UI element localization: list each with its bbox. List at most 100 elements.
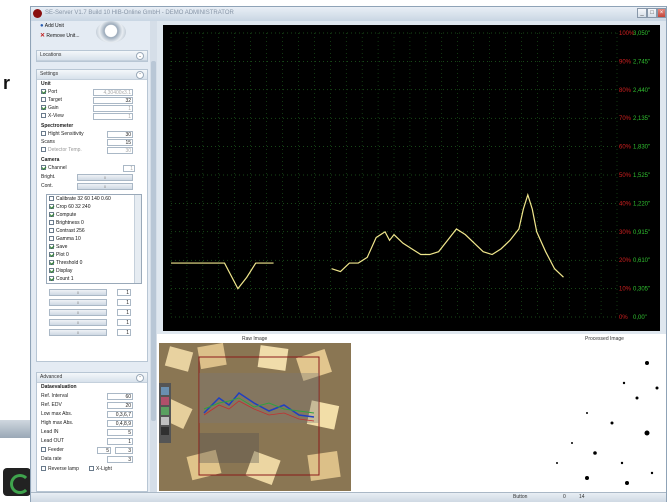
data-rate-field[interactable]: 3 [107,456,133,463]
axis-percent-label: 60% [619,145,632,151]
slider-value-5[interactable]: 1 [117,329,131,336]
list-item[interactable]: Threshold 0 [49,260,82,267]
list-item-label: Gamma 10 [56,236,81,242]
cont-slider[interactable]: 0 [77,183,133,190]
target-label: Target [48,97,62,103]
xview-field[interactable]: 1 [93,113,133,120]
collapse-icon[interactable]: ⌃ [136,374,144,382]
camera-command-list[interactable]: Calibrate 32 60 140 0.60 Crop 60 32 240 … [46,194,142,284]
processed-image-title: Processed Image [585,336,624,342]
ref-edv-field[interactable]: 20 [107,402,133,409]
axis-value-label: 1,525" [633,173,650,179]
axis-percent-label: 30% [619,230,632,236]
locations-header[interactable]: Locations ⌄ [37,51,147,61]
channel-field[interactable]: 1 [123,165,135,172]
detector-temp-field[interactable]: 30 [107,147,133,154]
axis-percent-label: 50% [619,173,632,179]
high-sensitivity-field[interactable]: 30 [107,131,133,138]
high-max-abs-label: High max Abs. [41,420,74,426]
list-item-label: Threshold 0 [56,260,83,266]
xview-checkbox[interactable]: X-View [41,113,64,120]
list-item[interactable]: Calibrate 32 60 140 0.60 [49,196,111,203]
remove-unit-link[interactable]: ✕ Remove Unit... [40,32,80,39]
advanced-panel: Advanced ⌃ Dataevaluation Ref. Interval 6… [36,372,148,492]
low-max-abs-label: Low max Abs. [41,411,73,417]
slider-3[interactable]: 0 [49,309,107,316]
lead-out-field[interactable]: 1 [107,438,133,445]
axis-percent-label: 0% [619,315,628,321]
list-item[interactable]: Brightness 0 [49,220,84,227]
expand-icon[interactable]: ⌄ [136,52,144,60]
high-max-abs-field[interactable]: 0,4,8,9 [107,420,133,427]
target-field[interactable]: 32 [93,97,133,104]
slider-2[interactable]: 0 [49,299,107,306]
feeder-field[interactable]: 5 [97,447,111,454]
target-checkbox[interactable]: Target [41,97,62,104]
add-unit-link[interactable]: ● Add Unit [40,23,64,29]
ref-interval-field[interactable]: 60 [107,393,133,400]
raw-image [159,343,351,491]
list-item-label: Contrast 256 [56,228,85,234]
low-max-abs-field[interactable]: 0,3,6,7 [107,411,133,418]
scans-field[interactable]: 15 [107,139,133,146]
checkbox-icon [49,204,54,210]
feeder-label: Feeder [48,447,64,453]
close-button[interactable]: × [657,8,666,18]
scrollbar-thumb[interactable] [151,61,156,421]
minimize-button[interactable]: _ [637,8,647,18]
camera-section-title: Camera [41,157,60,163]
xlight-checkbox[interactable]: X-Light [89,466,112,473]
checkbox-icon [49,268,54,274]
ref-interval-label: Ref. Interval [41,393,68,399]
axis-value-label: 0,00" [633,315,647,321]
lead-in-field[interactable]: 5 [107,429,133,436]
locations-panel[interactable]: Locations ⌄ [36,50,148,62]
reverse-lamp-checkbox[interactable]: Reverse lamp [41,466,79,473]
slider-value-3[interactable]: 1 [117,309,131,316]
channel-checkbox[interactable]: Channel [41,165,67,172]
gain-field[interactable]: 1 [93,105,133,112]
slider-value-1[interactable]: 1 [117,289,131,296]
feeder-checkbox[interactable]: Feeder [41,447,64,454]
sidebar-scrollbar[interactable] [150,21,157,496]
list-item[interactable]: Display [49,268,72,275]
list-item[interactable]: Compute [49,212,76,219]
port-field[interactable]: 4,30400x3.1 [93,89,133,96]
list-item[interactable]: Plot 0 [49,252,69,259]
spectrum-line [331,192,564,278]
list-item[interactable]: Gamma 10 [49,236,81,243]
checkbox-icon [41,131,46,137]
detector-temp-checkbox[interactable]: Detector Temp. [41,147,82,154]
spectrum-line [171,262,274,290]
axis-value-label: 0,915" [633,230,650,236]
slider-4[interactable]: 0 [49,319,107,326]
list-item[interactable]: Save [49,244,67,251]
gain-checkbox[interactable]: Gain [41,105,59,112]
list-item[interactable]: Crop 60 32 240 [49,204,90,211]
settings-header[interactable]: Settings ⌃ [37,70,147,80]
axis-value-label: 1,220" [633,201,650,207]
list-item[interactable]: Count 1 [49,276,74,283]
bright-slider[interactable]: 0 [77,174,133,181]
slider-value-2[interactable]: 1 [117,299,131,306]
list-scrollbar[interactable] [134,195,141,283]
list-item[interactable]: Contrast 256 [49,228,85,235]
advanced-header[interactable]: Advanced ⌃ [37,373,147,383]
slider-5[interactable]: 0 [49,329,107,336]
high-sensitivity-checkbox[interactable]: Hight Sensitivity [41,131,84,138]
app-icon [33,9,42,18]
port-checkbox[interactable]: Port [41,89,57,96]
maximize-button[interactable]: □ [647,8,657,18]
slider-value-4[interactable]: 1 [117,319,131,326]
ref-edv-label: Ref. EDV [41,402,62,408]
list-item-label: Plot 0 [56,252,69,258]
collapse-icon[interactable]: ⌃ [136,71,144,79]
slider-1[interactable]: 0 [49,289,107,296]
feeder-field-2[interactable]: 3 [115,447,133,454]
checkbox-icon [49,196,54,202]
add-icon: ● [40,23,44,29]
title-bar[interactable]: SE-Server V1.7 Build 10 HIB-Online GmbH … [31,7,666,21]
dataevaluation-title: Dataevaluation [41,384,77,390]
advanced-title: Advanced [40,374,63,380]
checkbox-icon [41,97,46,103]
